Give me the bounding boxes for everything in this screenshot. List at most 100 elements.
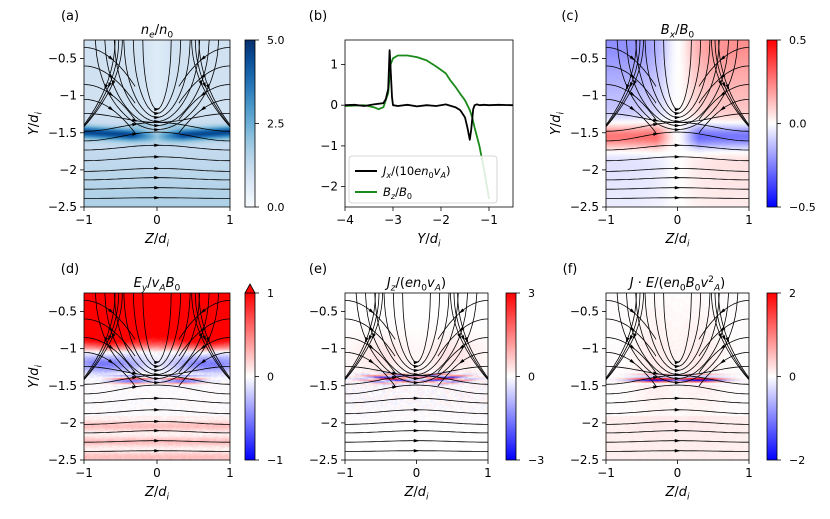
y-tick-label: −1.5 [570, 379, 599, 393]
streamline-arrow [154, 408, 161, 412]
y-axis-label: Y/di [549, 111, 567, 135]
streamline-arrow [154, 196, 161, 200]
streamline [194, 293, 230, 380]
streamline-arrow [200, 55, 206, 61]
colorbar-tick-label: 0 [789, 371, 796, 384]
x-tick-label: −1 [336, 466, 354, 480]
streamline [345, 293, 376, 379]
streamline-arrow [368, 326, 375, 332]
streamline-arrow [111, 333, 116, 340]
streamline-arrow [725, 337, 730, 344]
panel-title: Ey/vAB0 [134, 276, 181, 294]
legend: Jx/(10en0vA) Bz/B0 [348, 155, 498, 204]
streamline-arrow [457, 333, 462, 340]
y-tick-label: −2 [320, 180, 338, 194]
streamline [606, 293, 641, 380]
axes-frame [344, 39, 514, 208]
streamline-arrow [719, 91, 726, 97]
streamline-arrow [108, 106, 114, 111]
streamline-arrow [674, 408, 681, 412]
x-tick-label: −1 [597, 466, 615, 480]
streamline-arrow [154, 439, 161, 443]
streamline-arrow [721, 335, 726, 342]
streamline-arrow [108, 91, 114, 97]
streamline [714, 40, 749, 127]
panel-title: ne/n0 [141, 23, 174, 41]
streamline [718, 293, 749, 379]
legend-label: Jx/(10en0vA) [381, 164, 451, 180]
streamline-arrow [154, 396, 161, 400]
streamline-arrow [653, 385, 660, 389]
streamline-arrow [108, 326, 114, 332]
colorbar-gradient [244, 292, 256, 461]
streamline-arrow [653, 122, 660, 127]
streamline-arrow [154, 381, 161, 385]
panel-title: J · E/(en0B0v2A) [627, 275, 726, 294]
streamline-arrow [674, 166, 681, 171]
x-axis-label: Y/di [417, 232, 441, 250]
streamline [606, 293, 644, 381]
streamline [345, 384, 488, 395]
panel-letter: (d) [61, 262, 79, 277]
streamline-arrow [674, 449, 681, 453]
streamline-arrow [674, 155, 681, 159]
y-tick-label: −2.5 [570, 200, 599, 214]
streamline-arrow [202, 82, 207, 89]
x-tick-label: −1 [75, 466, 93, 480]
streamline [84, 293, 116, 379]
y-tick-label: −2 [581, 163, 599, 177]
streamline-arrow [629, 308, 636, 314]
streamline-arrow [629, 91, 636, 97]
streamlines [84, 40, 230, 200]
y-tick-label: −2 [59, 416, 77, 430]
streamline-arrow [200, 106, 206, 111]
streamline [606, 122, 749, 132]
y-tick-label: −2.5 [309, 453, 338, 467]
streamline-arrow [413, 361, 420, 365]
streamline-arrow [413, 439, 420, 443]
streamline-arrow [629, 82, 634, 89]
streamline [606, 40, 637, 126]
streamline-arrow [154, 124, 161, 128]
streamline-arrow [154, 111, 161, 116]
streamline-arrow [200, 326, 206, 332]
streamline-arrow [413, 449, 420, 453]
streamline-arrow [719, 308, 726, 314]
y-tick-label: −2.5 [48, 453, 77, 467]
streamline-arrow [154, 364, 161, 369]
heatmap-image [606, 40, 749, 207]
streamline-arrow [200, 73, 206, 79]
streamline-arrow [132, 371, 139, 375]
streamline-arrow [413, 396, 420, 400]
streamline [84, 293, 120, 380]
streamline-arrow [653, 118, 660, 122]
streamline-arrow [413, 377, 420, 381]
streamline-arrow [629, 335, 634, 342]
x-tick-label: −3 [384, 213, 402, 227]
streamline-arrow [154, 155, 161, 159]
streamline-arrow [107, 82, 112, 89]
streamline-arrow [458, 344, 465, 350]
y-tick-label: −1 [581, 89, 599, 103]
y-tick-label: −2 [581, 416, 599, 430]
legend-box [348, 155, 498, 204]
streamline [711, 293, 749, 381]
streamline [84, 40, 120, 127]
streamline-arrow [108, 359, 114, 364]
colorbar: 2 0 −2 [766, 287, 805, 467]
panel-letter: (b) [309, 9, 327, 24]
streamline [191, 293, 230, 381]
streamline-arrow [674, 396, 681, 400]
panel-letter: (f) [563, 262, 578, 277]
streamline-arrow [104, 84, 109, 91]
streamline [345, 293, 380, 380]
colorbar-gradient [505, 292, 517, 461]
colorbar: 0.5 0.0 −0.5 [766, 34, 816, 214]
streamline-arrow [674, 429, 681, 433]
streamline-arrow [674, 381, 681, 385]
streamline [606, 293, 637, 379]
streamline-arrow [132, 122, 139, 127]
y-tick-label: 0 [330, 98, 338, 112]
streamline-arrow [629, 55, 636, 61]
